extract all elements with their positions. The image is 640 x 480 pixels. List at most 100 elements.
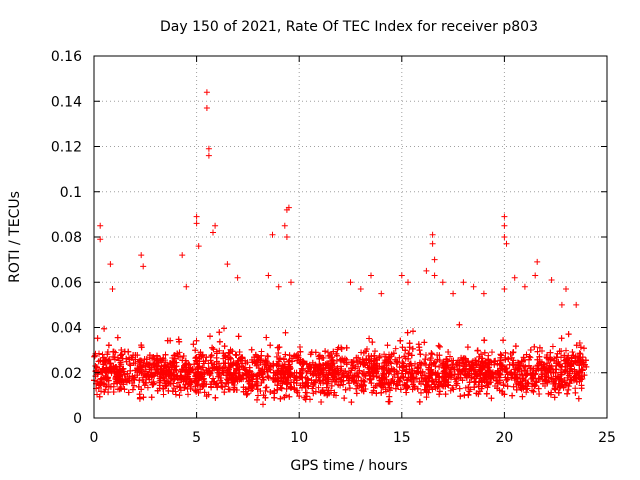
data-point — [242, 367, 249, 374]
data-point — [448, 357, 455, 364]
data-point — [118, 347, 125, 353]
data-point — [532, 378, 539, 385]
data-point — [380, 360, 387, 366]
data-point — [303, 393, 310, 400]
data-point — [296, 393, 303, 400]
data-point — [144, 384, 151, 391]
data-point — [551, 357, 558, 364]
data-point — [260, 401, 266, 408]
data-point — [473, 390, 480, 397]
data-point — [409, 386, 416, 393]
data-point — [414, 375, 420, 382]
data-point — [117, 385, 124, 392]
data-point — [136, 361, 143, 368]
data-point — [368, 358, 375, 365]
data-point — [165, 378, 171, 385]
data-point — [341, 395, 348, 402]
data-point — [528, 376, 535, 382]
data-point — [164, 337, 171, 344]
data-point — [260, 368, 266, 375]
data-point — [254, 396, 260, 403]
data-point — [518, 368, 525, 375]
data-point — [379, 363, 385, 370]
data-point — [91, 352, 98, 359]
data-point — [484, 384, 491, 391]
data-point — [530, 365, 537, 372]
data-point — [551, 394, 558, 401]
data-point — [166, 366, 173, 373]
data-point — [197, 386, 204, 393]
data-point — [392, 385, 399, 392]
data-point — [536, 344, 543, 351]
data-point — [353, 390, 360, 397]
data-point — [569, 349, 576, 355]
data-point — [98, 388, 104, 395]
data-point — [253, 373, 260, 380]
data-point — [290, 379, 297, 386]
data-point — [360, 359, 367, 366]
data-point — [461, 355, 468, 362]
data-point — [307, 364, 314, 371]
data-point — [233, 387, 240, 393]
data-point — [379, 372, 386, 378]
data-point — [155, 359, 162, 366]
data-point — [524, 370, 531, 377]
data-point — [577, 376, 584, 383]
data-point — [316, 355, 323, 362]
data-point — [191, 378, 198, 385]
data-point — [236, 349, 243, 355]
data-point — [255, 392, 261, 399]
data-point — [325, 387, 332, 394]
data-point — [522, 363, 529, 370]
data-point — [404, 384, 411, 390]
data-point — [405, 351, 412, 357]
data-point — [383, 362, 390, 369]
data-point — [303, 360, 310, 367]
data-point — [555, 376, 562, 383]
data-point — [312, 368, 319, 375]
data-point — [323, 380, 330, 387]
data-point — [527, 347, 534, 353]
data-point — [192, 387, 199, 394]
data-point — [547, 365, 554, 372]
data-point — [436, 343, 443, 350]
data-point — [483, 390, 490, 397]
data-point — [456, 321, 463, 328]
data-point — [105, 342, 112, 349]
data-point — [119, 355, 126, 362]
data-point — [171, 376, 178, 383]
data-point — [330, 376, 337, 383]
data-point — [513, 386, 520, 393]
data-point — [229, 348, 236, 355]
data-point — [405, 369, 411, 376]
data-point — [333, 358, 340, 364]
data-point — [123, 358, 130, 365]
data-point — [350, 378, 357, 385]
data-point — [462, 365, 469, 372]
data-point — [117, 367, 124, 374]
data-point — [196, 363, 203, 370]
data-point — [283, 385, 290, 392]
data-point — [440, 368, 447, 375]
data-point — [402, 347, 409, 354]
data-point — [438, 382, 445, 389]
data-point — [354, 382, 361, 389]
data-point — [509, 392, 516, 399]
data-point — [466, 388, 473, 395]
data-point — [270, 369, 277, 376]
data-point — [577, 344, 584, 351]
data-point — [132, 367, 139, 374]
data-point — [549, 343, 556, 350]
data-point — [529, 380, 536, 387]
data-point — [555, 361, 562, 368]
data-point — [510, 383, 517, 390]
data-point — [220, 369, 227, 376]
data-point — [282, 329, 289, 336]
data-point — [395, 374, 402, 380]
data-point — [127, 367, 134, 374]
data-point — [277, 395, 284, 402]
data-point — [138, 357, 145, 364]
data-point — [532, 382, 539, 389]
data-point — [499, 388, 506, 395]
